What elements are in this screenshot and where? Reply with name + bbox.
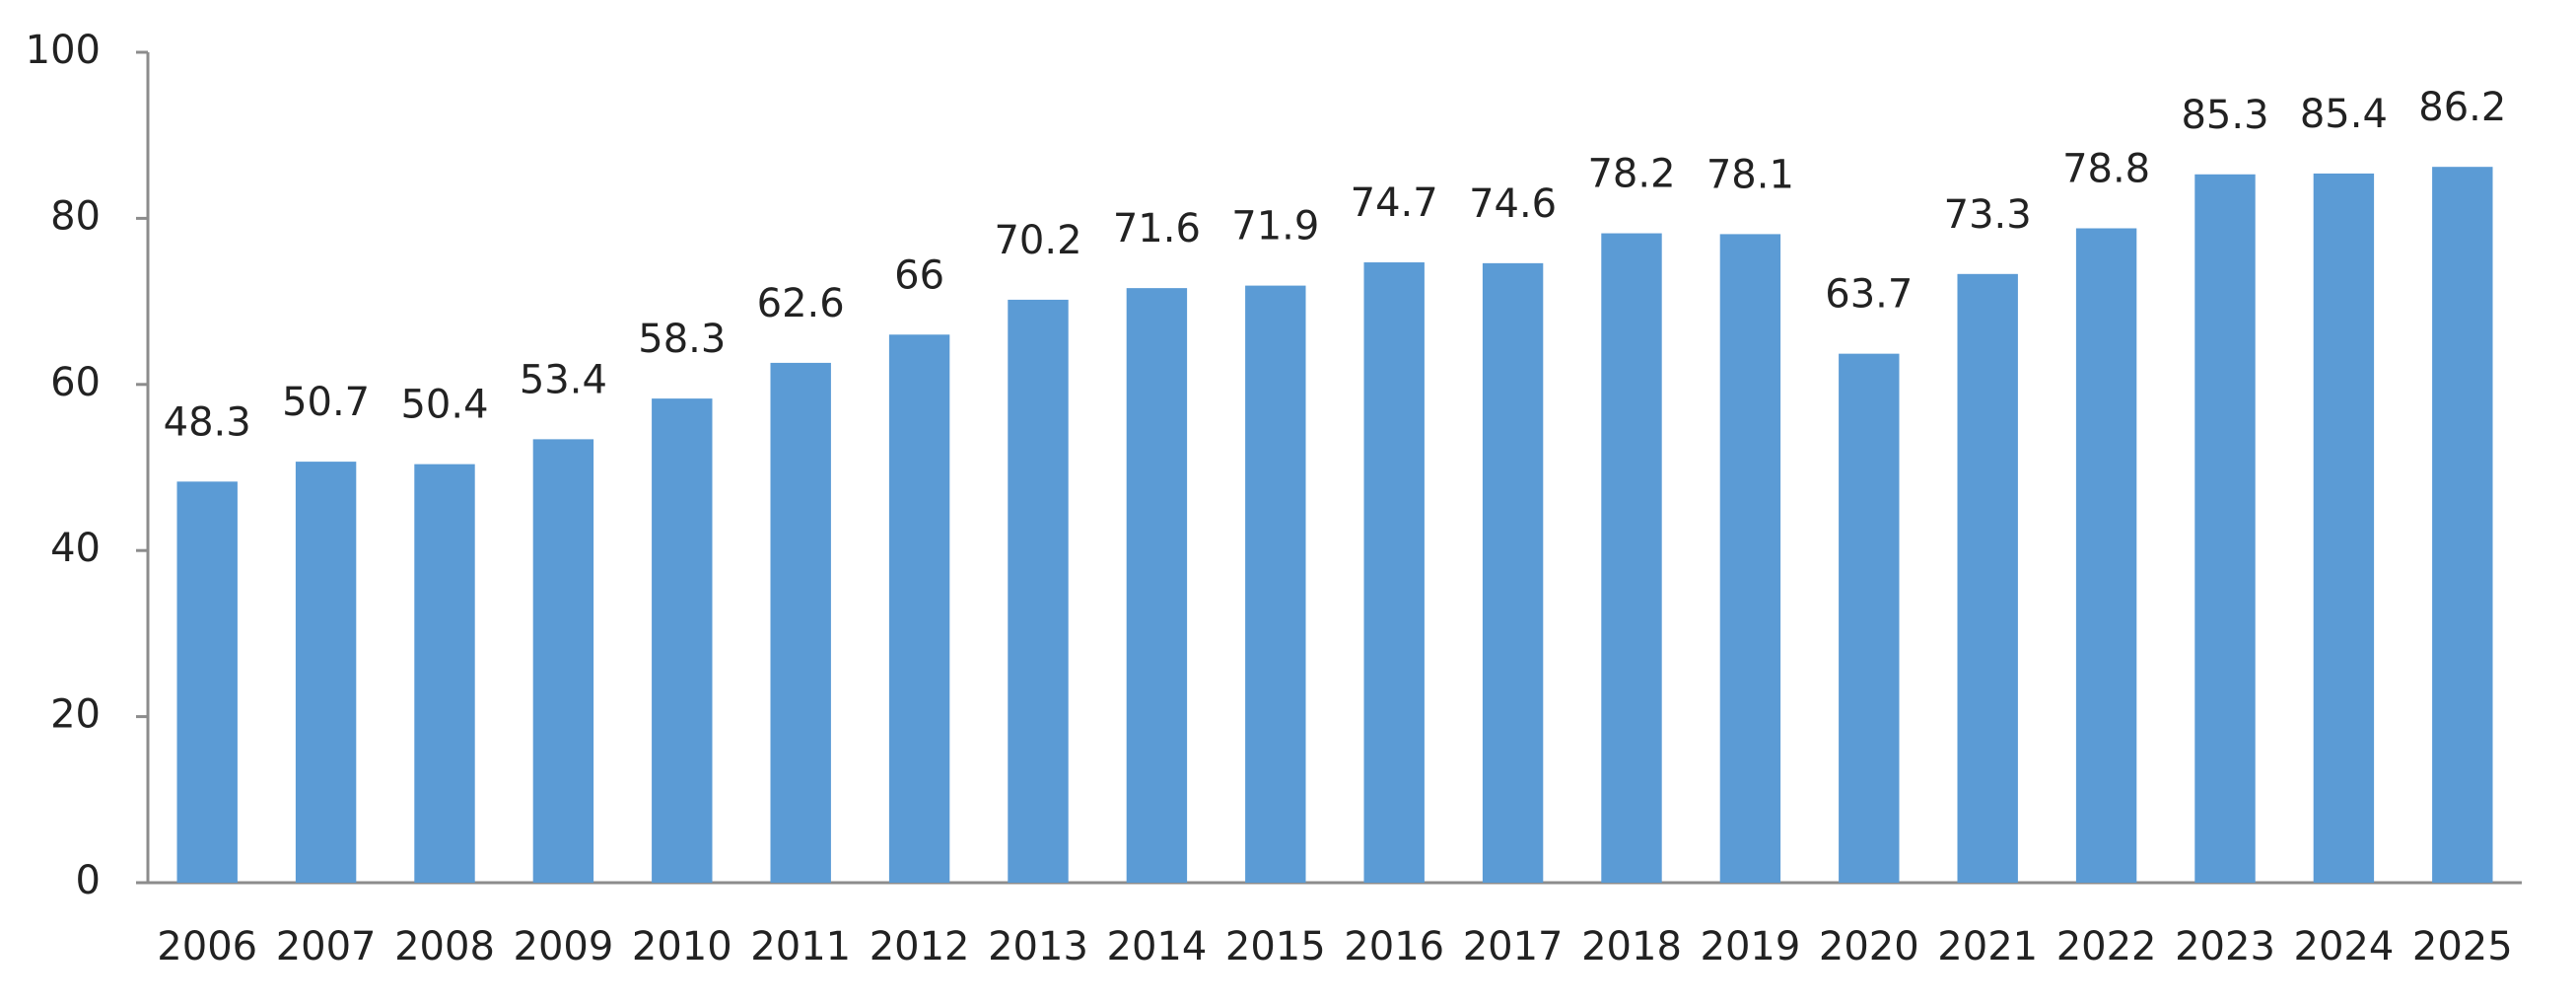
x-tick-label: 2020 [1819, 924, 1919, 969]
x-tick-label: 2009 [514, 924, 614, 969]
data-label: 50.7 [282, 380, 370, 425]
data-label: 74.7 [1351, 180, 1438, 226]
data-label: 85.3 [2181, 93, 2268, 138]
x-tick-label: 2022 [2056, 924, 2157, 969]
x-tick-label: 2025 [2412, 924, 2513, 969]
bar [1008, 299, 1069, 883]
bar [1245, 285, 1306, 883]
bar [295, 462, 357, 883]
data-label: 78.2 [1587, 152, 1675, 197]
x-tick-label: 2021 [1937, 924, 2038, 969]
x-tick-label: 2024 [2294, 924, 2395, 969]
bar [176, 481, 238, 883]
data-label: 48.3 [164, 399, 251, 445]
x-tick-label: 2012 [870, 924, 970, 969]
x-tick-label: 2010 [632, 924, 732, 969]
y-tick-label: 0 [76, 858, 101, 903]
x-tick-label: 2007 [276, 924, 377, 969]
x-tick-label: 2018 [1581, 924, 1682, 969]
bar [414, 464, 475, 883]
bar [1719, 234, 1781, 883]
bar [2075, 228, 2137, 883]
bar [1957, 273, 2018, 884]
data-label: 66 [894, 252, 944, 298]
x-tick-label: 2017 [1463, 924, 1564, 969]
data-label: 73.3 [1944, 192, 2032, 238]
x-tick-label: 2016 [1344, 924, 1444, 969]
bar [1482, 262, 1544, 883]
y-tick-label: 100 [26, 28, 101, 73]
bar [652, 398, 713, 883]
data-label: 62.6 [757, 281, 845, 326]
data-label: 74.6 [1469, 181, 1557, 227]
x-tick-label: 2008 [394, 924, 495, 969]
data-label: 86.2 [2418, 85, 2506, 130]
x-tick-label: 2014 [1107, 924, 1208, 969]
data-label: 78.1 [1706, 152, 1794, 197]
bar [770, 362, 831, 884]
data-label: 50.4 [400, 383, 488, 428]
data-label: 78.8 [2062, 147, 2150, 192]
bar [1126, 288, 1188, 883]
bar [532, 439, 594, 883]
x-tick-label: 2015 [1225, 924, 1326, 969]
y-tick-label: 80 [50, 193, 101, 239]
data-label: 70.2 [994, 218, 1081, 263]
bar [1363, 262, 1425, 883]
data-label: 85.4 [2300, 92, 2388, 137]
data-label: 53.4 [520, 357, 607, 402]
bar [2194, 174, 2256, 884]
y-tick-label: 40 [50, 526, 101, 571]
x-tick-label: 2011 [750, 924, 851, 969]
bar [1601, 233, 1662, 883]
y-tick-label: 60 [50, 360, 101, 405]
bar [1839, 353, 1900, 883]
x-tick-label: 2019 [1701, 924, 1801, 969]
bar [888, 334, 950, 883]
x-tick-label: 2023 [2175, 924, 2275, 969]
bar [2313, 173, 2375, 883]
bar [2432, 167, 2493, 884]
data-label: 71.6 [1113, 206, 1201, 251]
data-label: 71.9 [1231, 204, 1319, 250]
data-label: 58.3 [638, 317, 726, 362]
x-tick-label: 2006 [157, 924, 257, 969]
x-tick-label: 2013 [988, 924, 1088, 969]
y-tick-label: 20 [50, 692, 101, 738]
data-label: 63.7 [1825, 272, 1913, 318]
